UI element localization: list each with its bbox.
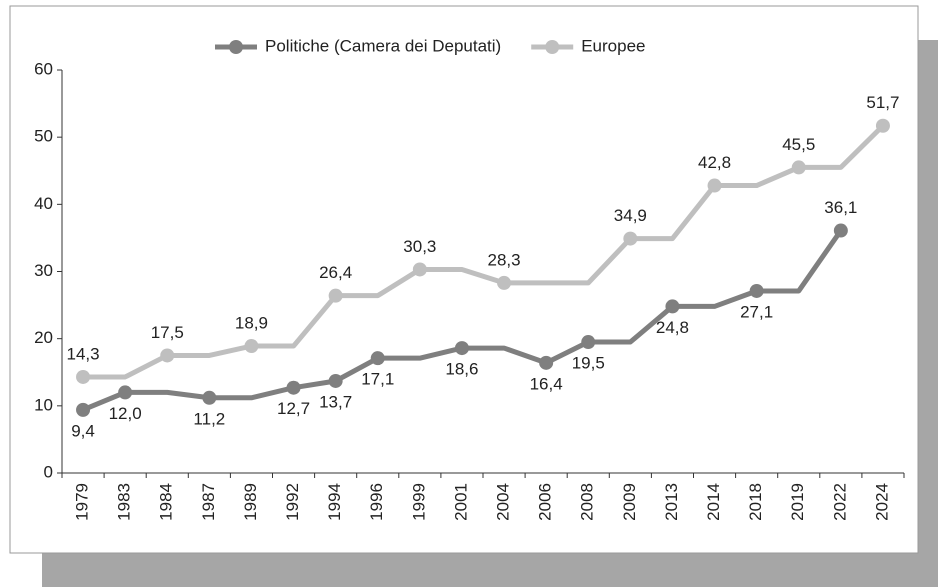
data-label: 12,0 (109, 404, 142, 423)
data-label: 36,1 (824, 198, 857, 217)
y-tick-label: 50 (34, 127, 53, 146)
x-tick-label: 1979 (73, 483, 92, 521)
marker (791, 160, 806, 175)
marker (244, 339, 259, 354)
x-tick-label: 1984 (157, 483, 176, 521)
data-label: 24,8 (656, 318, 689, 337)
marker (76, 402, 91, 417)
x-tick-label: 1989 (241, 483, 260, 521)
legend-marker (229, 40, 243, 54)
marker (328, 373, 343, 388)
data-label: 11,2 (193, 409, 225, 428)
x-tick-label: 1994 (325, 483, 344, 521)
x-tick-label: 2006 (536, 483, 555, 521)
marker (202, 390, 217, 405)
data-label: 17,5 (151, 323, 184, 342)
x-tick-label: 1983 (115, 483, 134, 521)
x-tick-label: 1999 (409, 483, 428, 521)
y-tick-label: 10 (34, 395, 53, 414)
x-tick-label: 2001 (451, 483, 470, 521)
series-line (83, 123, 885, 380)
data-label: 16,4 (530, 374, 563, 393)
data-label: 18,6 (445, 360, 478, 379)
data-label: 14,3 (67, 344, 100, 363)
data-label: 27,1 (740, 302, 773, 321)
marker (875, 118, 890, 133)
marker (833, 223, 848, 238)
marker (370, 351, 385, 366)
data-label: 45,5 (782, 135, 815, 154)
data-label: 28,3 (488, 250, 521, 269)
data-label: 13,7 (319, 392, 352, 411)
marker (749, 283, 764, 298)
data-label: 18,9 (235, 314, 268, 333)
data-label: 17,1 (361, 370, 394, 389)
x-tick-label: 1992 (283, 483, 302, 521)
x-tick-label: 2013 (662, 483, 681, 521)
marker (581, 335, 596, 350)
legend-label: Europee (581, 36, 645, 55)
data-label: 34,9 (614, 206, 647, 225)
marker (707, 178, 722, 193)
legend-label: Politiche (Camera dei Deputati) (265, 36, 501, 55)
x-tick-label: 1996 (367, 483, 386, 521)
x-tick-label: 2014 (704, 483, 723, 521)
marker (118, 385, 133, 400)
y-tick-label: 20 (34, 328, 53, 347)
x-tick-label: 2019 (788, 483, 807, 521)
data-label: 9,4 (71, 421, 95, 440)
marker (623, 231, 638, 246)
data-label: 42,8 (698, 153, 731, 172)
data-label: 26,4 (319, 263, 352, 282)
chart-frame (9, 5, 919, 554)
data-label: 51,7 (866, 93, 899, 112)
marker (665, 299, 680, 314)
y-tick-label: 60 (34, 59, 53, 78)
marker (160, 348, 175, 363)
y-tick-label: 40 (34, 194, 53, 213)
marker (412, 262, 427, 277)
marker (539, 355, 554, 370)
marker (286, 380, 301, 395)
y-tick-label: 0 (44, 462, 53, 481)
x-tick-label: 2018 (746, 483, 765, 521)
data-label: 19,5 (572, 354, 605, 373)
marker (328, 288, 343, 303)
marker (76, 369, 91, 384)
x-tick-label: 1987 (199, 483, 218, 521)
x-tick-label: 2024 (872, 483, 891, 521)
legend-marker (545, 40, 560, 54)
y-tick-label: 30 (34, 261, 53, 280)
data-label: 12,7 (277, 399, 310, 418)
marker (454, 341, 469, 356)
x-tick-label: 2009 (620, 483, 639, 521)
x-tick-label: 2008 (578, 483, 597, 521)
marker (497, 275, 512, 290)
data-label: 30,3 (403, 237, 436, 256)
x-tick-label: 2022 (830, 483, 849, 521)
x-tick-label: 2004 (494, 483, 513, 521)
